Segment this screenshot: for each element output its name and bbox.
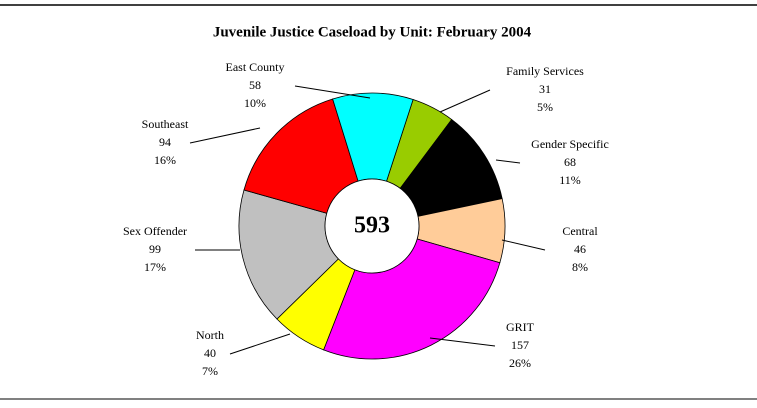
hole: [324, 178, 420, 274]
chart-title: Juvenile Justice Caseload by Unit: Febru…: [213, 24, 532, 40]
slice-label: North: [196, 328, 224, 342]
slice-percent: 16%: [154, 153, 176, 167]
leader-line: [189, 127, 261, 144]
slice-label: East County: [226, 60, 285, 74]
slice-percent: 17%: [144, 260, 166, 274]
slice-value: 99: [149, 242, 161, 256]
center-total: 593: [354, 213, 390, 239]
slice-percent: 26%: [509, 356, 531, 370]
slice-label: Central: [562, 224, 598, 238]
slice-label: GRIT: [506, 320, 535, 334]
slice-label: Sex Offender: [123, 224, 187, 238]
slice-percent: 8%: [572, 260, 588, 274]
slice-value: 40: [204, 346, 216, 360]
slice-value: 157: [511, 338, 529, 352]
slice-percent: 10%: [244, 96, 266, 110]
leader-line: [429, 337, 496, 347]
leader-line: [495, 159, 521, 164]
slice-value: 94: [159, 135, 171, 149]
leader-line: [501, 239, 546, 251]
slice-label: Family Services: [506, 64, 584, 78]
slice-label: Southeast: [142, 117, 189, 131]
slice-value: 58: [249, 78, 261, 92]
slice-percent: 7%: [202, 364, 218, 378]
slice-value: 46: [574, 242, 586, 256]
leader-line: [439, 89, 491, 113]
leader-line: [294, 85, 371, 99]
slice-value: 31: [539, 82, 551, 96]
slice-percent: 11%: [559, 173, 581, 187]
slice-label: Gender Specific: [531, 137, 609, 151]
slice-percent: 5%: [537, 100, 553, 114]
leader-line: [229, 333, 291, 355]
slice-value: 68: [564, 155, 576, 169]
